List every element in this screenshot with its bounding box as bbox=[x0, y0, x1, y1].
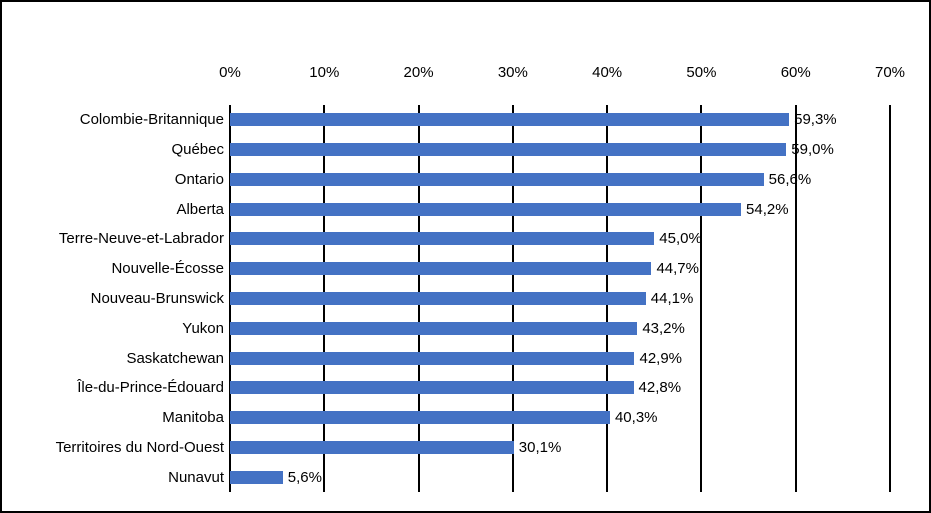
x-axis-tick-label: 60% bbox=[780, 64, 811, 81]
bar-data-label: 5,6% bbox=[287, 468, 322, 486]
bar-row: 59,0% bbox=[230, 135, 890, 165]
gridline bbox=[889, 105, 891, 492]
category-label: Alberta bbox=[176, 200, 224, 218]
bar bbox=[230, 113, 790, 127]
bar bbox=[230, 351, 635, 365]
bar-data-label: 45,0% bbox=[659, 230, 702, 248]
x-axis-tick-label: 20% bbox=[403, 64, 434, 81]
bar-row: 44,7% bbox=[230, 254, 890, 284]
bar-data-label: 59,3% bbox=[794, 111, 837, 129]
x-axis-tick-label: 10% bbox=[309, 64, 340, 81]
plot-area: 59,3% 59,0% 56,6% 54,2% 45,0% 44,7% 44,1% 43,2%… bbox=[229, 105, 891, 492]
bar-row: 56,6% bbox=[230, 165, 890, 195]
bar-data-label: 42,8% bbox=[638, 379, 682, 397]
bar-row: 30,1% bbox=[230, 432, 890, 462]
bar-data-label: 56,6% bbox=[768, 170, 812, 188]
category-label: Nunavut bbox=[168, 468, 224, 486]
category-label: Saskatchewan bbox=[126, 349, 224, 367]
category-label: Nouveau-Brunswick bbox=[90, 289, 224, 307]
category-label: Manitoba bbox=[162, 409, 224, 427]
bar-data-label: 43,2% bbox=[642, 319, 685, 337]
x-axis-tick-label: 40% bbox=[592, 64, 623, 81]
bar-row: 43,2% bbox=[230, 313, 890, 343]
bar bbox=[230, 470, 283, 484]
gridline bbox=[700, 105, 703, 492]
bar-data-label: 42,9% bbox=[639, 349, 683, 367]
bar bbox=[230, 321, 638, 335]
category-label: Ontario bbox=[174, 170, 224, 188]
bar bbox=[230, 411, 610, 425]
category-label: Île-du-Prince-Édouard bbox=[77, 379, 224, 397]
bar-row: 42,9% bbox=[230, 343, 890, 373]
bar bbox=[230, 172, 764, 186]
bar bbox=[230, 232, 655, 246]
x-axis-tick-label: 30% bbox=[497, 64, 528, 81]
bar bbox=[230, 262, 652, 276]
bar-data-label: 44,1% bbox=[650, 289, 694, 307]
bar-row: 40,3% bbox=[230, 403, 890, 433]
bar-data-label: 59,0% bbox=[791, 141, 834, 159]
x-axis-tick-label: 70% bbox=[874, 64, 906, 81]
bar-row: 44,1% bbox=[230, 284, 890, 314]
bar bbox=[230, 143, 787, 157]
bar bbox=[230, 381, 634, 395]
bar-row: 42,8% bbox=[230, 373, 890, 403]
category-label: Territoires du Nord-Ouest bbox=[55, 438, 224, 456]
bar bbox=[230, 440, 514, 454]
bar-row: 59,3% bbox=[230, 105, 890, 135]
x-axis: 0% 10% 20% 30% 40% 50% 60% 70% bbox=[219, 64, 905, 86]
x-axis-tick-label: 0% bbox=[219, 64, 241, 81]
bar-row: 45,0% bbox=[230, 224, 890, 254]
bar bbox=[230, 291, 646, 305]
x-axis-tick-label: 50% bbox=[686, 64, 717, 81]
y-axis-category-labels: Colombie-Britannique Québec Ontario Alberta… bbox=[8, 105, 224, 492]
bar-row: 5,6% bbox=[230, 462, 890, 492]
bar bbox=[230, 202, 742, 216]
category-label: Terre-Neuve-et-Labrador bbox=[58, 230, 224, 248]
bar-rows: 59,3% 59,0% 56,6% 54,2% 45,0% 44,7% 44,1% 43,2%… bbox=[230, 105, 890, 492]
category-label: Nouvelle-Écosse bbox=[111, 260, 224, 278]
gridline bbox=[794, 105, 797, 492]
category-label: Colombie-Britannique bbox=[79, 111, 224, 129]
bar-data-label: 44,7% bbox=[656, 260, 699, 278]
bar-data-label: 30,1% bbox=[518, 438, 562, 456]
bar-row: 54,2% bbox=[230, 194, 890, 224]
category-label: Yukon bbox=[182, 319, 224, 337]
bar-data-label: 40,3% bbox=[614, 409, 658, 427]
bar-data-label: 54,2% bbox=[746, 200, 789, 218]
category-label: Québec bbox=[171, 141, 224, 159]
